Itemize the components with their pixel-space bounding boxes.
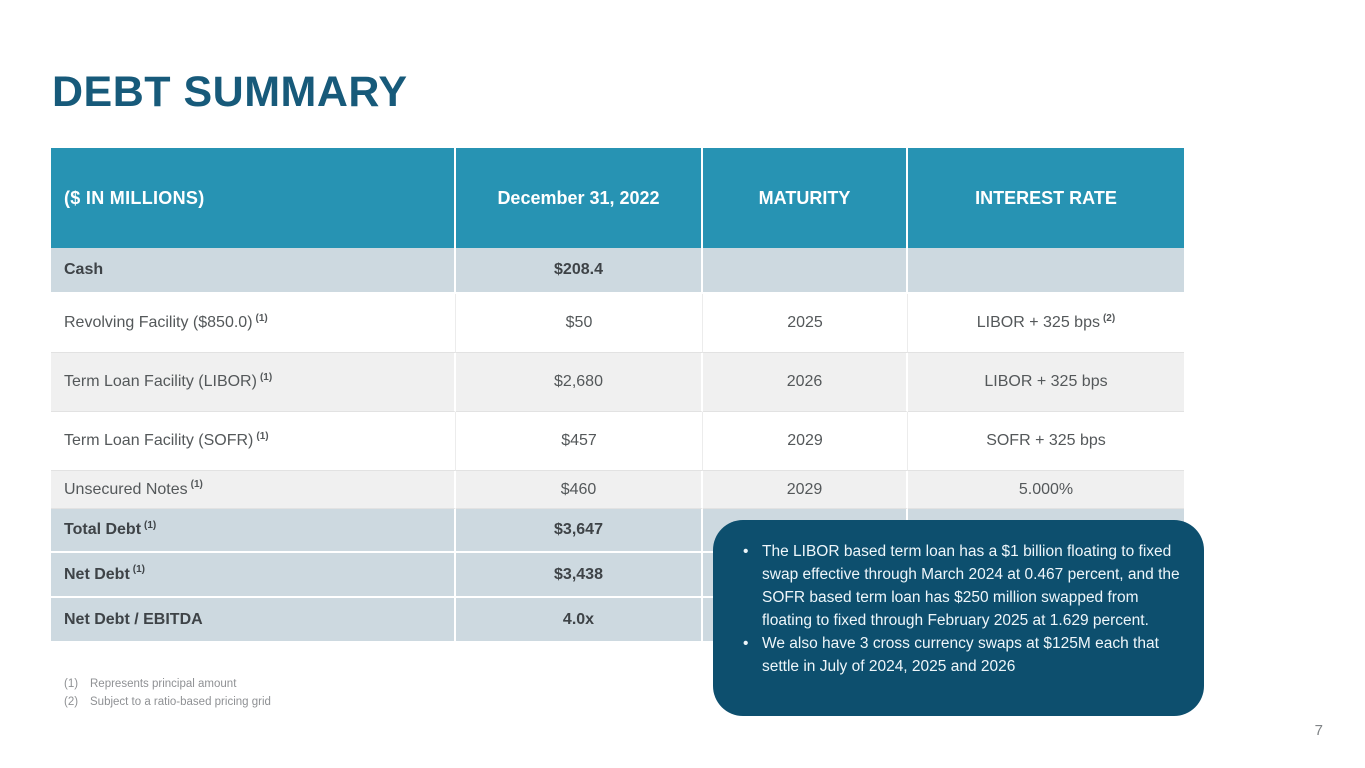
callout-bullet: The LIBOR based term loan has a $1 billi… bbox=[741, 541, 1180, 633]
cell-value: $3,438 bbox=[456, 553, 703, 598]
cell-value: $3,647 bbox=[456, 509, 703, 553]
footnote-text: Represents principal amount bbox=[90, 678, 237, 690]
cell-value: 4.0x bbox=[456, 598, 703, 643]
row-label-text: Revolving Facility ($850.0) bbox=[64, 314, 253, 331]
cell-value: $208.4 bbox=[456, 248, 703, 294]
callout-bullet: We also have 3 cross currency swaps at $… bbox=[741, 633, 1180, 679]
row-label: Revolving Facility ($850.0) (1) bbox=[51, 294, 456, 353]
table-header-row: ($ IN MILLIONS) December 31, 2022 MATURI… bbox=[51, 148, 1184, 248]
cell-maturity: 2025 bbox=[703, 294, 908, 353]
column-header-maturity: MATURITY bbox=[703, 148, 908, 248]
page-title: DEBT SUMMARY bbox=[52, 68, 408, 116]
callout-bullet-list: The LIBOR based term loan has a $1 billi… bbox=[741, 541, 1180, 679]
debt-summary-table: ($ IN MILLIONS) December 31, 2022 MATURI… bbox=[51, 148, 1184, 643]
table-row-revolving-facility: Revolving Facility ($850.0) (1) $50 2025 … bbox=[51, 294, 1184, 353]
row-label: Term Loan Facility (LIBOR) (1) bbox=[51, 353, 456, 412]
row-label: Unsecured Notes (1) bbox=[51, 471, 456, 509]
footnote-2: (2) Subject to a ratio-based pricing grid bbox=[64, 694, 271, 712]
row-label-text: Net Debt / EBITDA bbox=[64, 610, 203, 628]
cell-rate bbox=[908, 248, 1184, 294]
table-row-unsecured-notes: Unsecured Notes (1) $460 2029 5.000% bbox=[51, 471, 1184, 509]
footnote-ref: (1) bbox=[259, 371, 273, 383]
cell-rate: 5.000% bbox=[908, 471, 1184, 509]
cell-value: $460 bbox=[456, 471, 703, 509]
row-label: Term Loan Facility (SOFR) (1) bbox=[51, 412, 456, 471]
footnote-ref: (1) bbox=[256, 430, 269, 442]
row-label: Net Debt / EBITDA bbox=[51, 598, 456, 643]
row-label-text: Unsecured Notes bbox=[64, 480, 188, 498]
row-label-text: Net Debt bbox=[64, 565, 130, 583]
row-label-text: Total Debt bbox=[64, 521, 142, 538]
row-label-text: Cash bbox=[64, 261, 104, 278]
footnote-ref: (1) bbox=[132, 564, 146, 576]
row-label: Net Debt (1) bbox=[51, 553, 456, 598]
cell-value: $457 bbox=[456, 412, 703, 471]
footnote-ref: (1) bbox=[144, 519, 157, 531]
footnote-marker: (2) bbox=[64, 695, 79, 708]
footnote-1: (1) Represents principal amount bbox=[64, 676, 271, 694]
column-header-date: December 31, 2022 bbox=[456, 148, 703, 248]
cell-maturity: 2029 bbox=[703, 471, 908, 509]
cell-value: $50 bbox=[456, 294, 703, 353]
footnotes: (1) Represents principal amount (2) Subjec… bbox=[64, 676, 271, 712]
row-label-text: Term Loan Facility (SOFR) bbox=[64, 432, 254, 449]
row-label-text: Term Loan Facility (LIBOR) bbox=[64, 373, 257, 390]
row-label: Cash bbox=[51, 248, 456, 294]
cell-rate: SOFR + 325 bps bbox=[908, 412, 1184, 471]
footnote-marker: (1) bbox=[64, 678, 79, 690]
footnote-text: Subject to a ratio-based pricing grid bbox=[90, 695, 271, 708]
table-row-term-loan-libor: Term Loan Facility (LIBOR) (1) $2,680 202… bbox=[51, 353, 1184, 412]
footnote-ref: (2) bbox=[1102, 312, 1116, 324]
table-row-cash: Cash $208.4 bbox=[51, 248, 1184, 294]
table-row-term-loan-sofr: Term Loan Facility (SOFR) (1) $457 2029 S… bbox=[51, 412, 1184, 471]
footnote-ref: (1) bbox=[255, 312, 268, 324]
cell-rate: LIBOR + 325 bps bbox=[908, 353, 1184, 412]
page-number: 7 bbox=[1314, 722, 1323, 739]
column-header-interest-rate: INTEREST RATE bbox=[908, 148, 1184, 248]
cell-value: $2,680 bbox=[456, 353, 703, 412]
cell-maturity: 2029 bbox=[703, 412, 908, 471]
cell-maturity bbox=[703, 248, 908, 294]
cell-rate: LIBOR + 325 bps (2) bbox=[908, 294, 1184, 353]
row-label: Total Debt (1) bbox=[51, 509, 456, 553]
cell-maturity: 2026 bbox=[703, 353, 908, 412]
footnote-ref: (1) bbox=[190, 479, 203, 491]
column-header-millions: ($ IN MILLIONS) bbox=[51, 148, 456, 248]
rate-text: LIBOR + 325 bps bbox=[976, 314, 1100, 331]
swap-details-callout: The LIBOR based term loan has a $1 billi… bbox=[713, 520, 1204, 716]
